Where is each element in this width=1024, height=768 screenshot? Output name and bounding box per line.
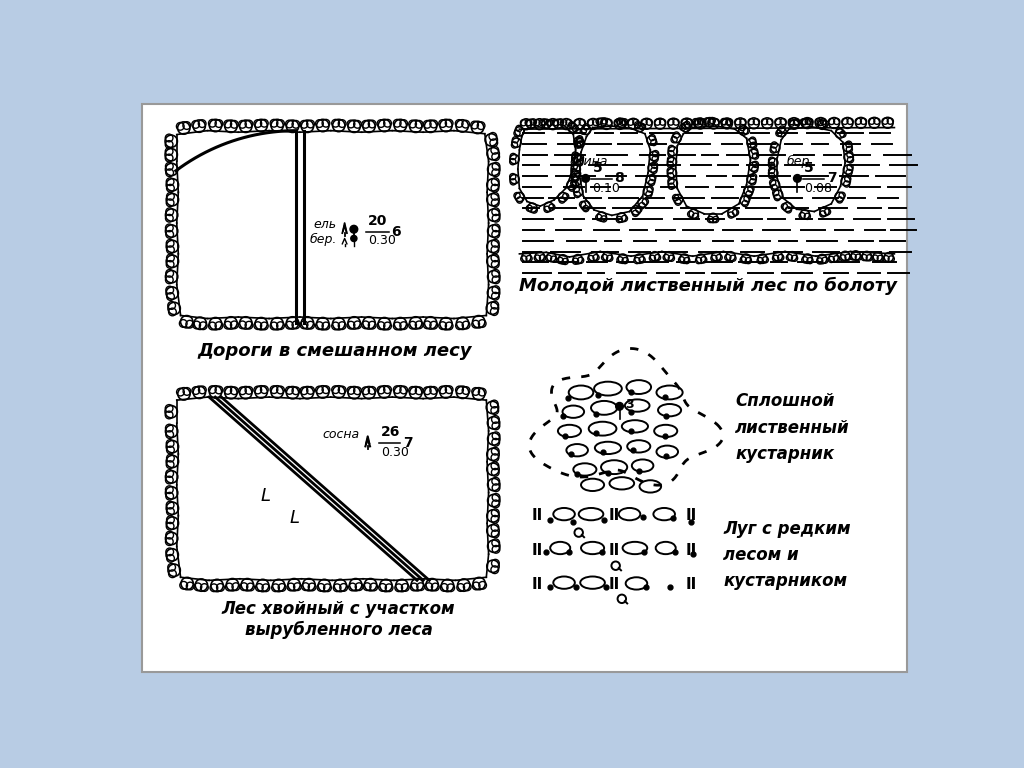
Text: II: II [531,508,543,523]
Text: 6: 6 [391,224,400,239]
Text: Луг с редким
лесом и
кустарником: Луг с редким лесом и кустарником [724,519,851,591]
Text: 3: 3 [626,398,634,411]
Text: II: II [608,543,620,558]
Circle shape [582,174,590,182]
Text: 0.30: 0.30 [368,233,395,247]
Circle shape [615,402,624,410]
Text: II: II [608,508,620,523]
Text: Молодой лиственный лес по болоту: Молодой лиственный лес по болоту [519,277,897,295]
Text: 0.30: 0.30 [381,445,409,458]
Text: ель
бер.: ель бер. [309,218,337,247]
Text: II: II [685,578,696,592]
Circle shape [350,225,357,233]
Text: осина: осина [569,154,608,167]
Text: 20: 20 [368,214,387,228]
Text: Лес хвойный с участком
вырубленного леса: Лес хвойный с участком вырубленного леса [221,601,456,639]
Text: 8: 8 [614,171,624,185]
Text: 5: 5 [804,161,814,174]
Text: II: II [608,578,620,592]
Text: II: II [531,543,543,558]
Text: L: L [290,509,300,527]
Text: сосна: сосна [323,428,360,441]
Text: 0.08: 0.08 [804,182,833,195]
Text: Сплошной
лиственный
кустарник: Сплошной лиственный кустарник [735,392,850,463]
Circle shape [794,174,801,182]
Text: L: L [260,488,270,505]
Text: II: II [685,543,696,558]
Text: бер.: бер. [786,154,814,167]
Text: 7: 7 [826,171,837,185]
Text: 0.10: 0.10 [593,182,621,195]
Circle shape [351,235,357,242]
Text: Дороги в смешанном лесу: Дороги в смешанном лесу [198,343,472,360]
Text: II: II [685,508,696,523]
FancyBboxPatch shape [142,104,907,672]
Text: 7: 7 [403,435,413,449]
Text: 5: 5 [593,161,602,174]
Text: 26: 26 [381,425,400,439]
Text: II: II [531,578,543,592]
